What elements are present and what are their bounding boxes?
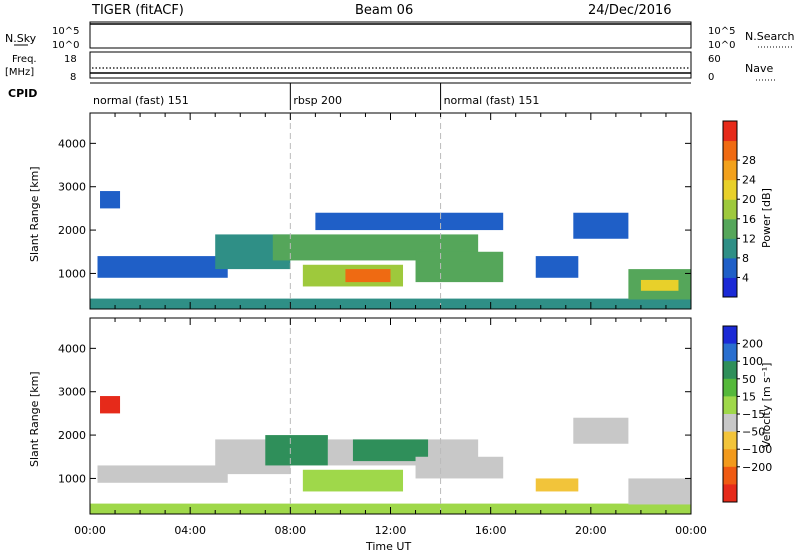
scatter-region xyxy=(415,456,504,479)
power-ylabel: Slant Range [km] xyxy=(28,166,41,262)
colorbar-swatch xyxy=(723,257,737,278)
colorbar-swatch xyxy=(723,466,737,485)
freq-unit: [MHz] xyxy=(5,67,34,78)
scatter-region xyxy=(302,469,404,492)
velocity-ylabel: Slant Range [km] xyxy=(28,371,41,467)
nsearch-tick-top: 10^5 xyxy=(708,26,735,37)
colorbar-tick-label: 8 xyxy=(742,252,749,265)
scatter-region xyxy=(265,435,328,466)
cpid-segment-label: rbsp 200 xyxy=(293,94,342,107)
power-heatmap xyxy=(90,191,691,309)
scatter-region xyxy=(535,256,579,278)
colorbar-tick-label: 100 xyxy=(742,355,763,368)
nsky-panel xyxy=(89,21,692,49)
y-tick-label: 1000 xyxy=(58,267,86,280)
colorbar-tick-label: −200 xyxy=(742,461,772,474)
scatter-region xyxy=(628,478,691,505)
colorbar-swatch xyxy=(723,277,737,298)
colorbar-swatch xyxy=(723,121,737,142)
scatter-region xyxy=(415,251,504,283)
x-tick-label: 16:00 xyxy=(475,524,507,537)
y-tick-label: 1000 xyxy=(58,472,86,485)
colorbar-tick-label: 15 xyxy=(742,390,756,403)
colorbar-swatch xyxy=(723,396,737,415)
scatter-region xyxy=(573,417,629,444)
scatter-region xyxy=(573,212,629,239)
velocity-heatmap xyxy=(90,396,691,514)
x-tick-label: 12:00 xyxy=(375,524,407,537)
velocity-colorbar-label: Velocity [m s⁻¹] xyxy=(760,363,773,448)
colorbar-swatch xyxy=(723,431,737,450)
time-axis-label: Time UT xyxy=(365,540,411,553)
colorbar-tick-label: −100 xyxy=(742,443,772,456)
date-title: 24/Dec/2016 xyxy=(588,3,672,18)
colorbar-tick-label: 28 xyxy=(742,154,756,167)
colorbar-swatch xyxy=(723,199,737,220)
colorbar-swatch xyxy=(723,414,737,433)
scatter-region xyxy=(97,256,228,278)
x-tick-label: 20:00 xyxy=(575,524,607,537)
y-tick-label: 2000 xyxy=(58,429,86,442)
scatter-region xyxy=(535,478,579,492)
freq-label: Freq. xyxy=(12,54,37,65)
cpid-segment-label: normal (fast) 151 xyxy=(93,94,189,107)
cpid-label: CPID xyxy=(8,87,37,100)
colorbar-swatch xyxy=(723,449,737,468)
colorbar-swatch xyxy=(723,361,737,380)
colorbar-tick-label: 200 xyxy=(742,338,763,351)
freq-tick-top: 18 xyxy=(64,54,77,65)
colorbar-swatch xyxy=(723,179,737,200)
scatter-region xyxy=(345,269,391,283)
colorbar-tick-label: 50 xyxy=(742,373,756,386)
x-tick-label: 00:00 xyxy=(74,524,106,537)
colorbar-tick-label: 16 xyxy=(742,213,756,226)
power-colorbar-label: Power [dB] xyxy=(760,188,773,248)
colorbar-swatch xyxy=(723,160,737,181)
x-tick-label: 04:00 xyxy=(174,524,206,537)
y-tick-label: 2000 xyxy=(58,224,86,237)
colorbar-swatch xyxy=(723,484,737,503)
colorbar-tick-label: 20 xyxy=(742,193,756,206)
colorbar-swatch xyxy=(723,326,737,345)
scatter-region xyxy=(640,279,679,291)
y-tick-label: 3000 xyxy=(58,386,86,399)
beam-title: Beam 06 xyxy=(355,3,413,18)
nsky-tick-top: 10^5 xyxy=(52,26,79,37)
colorbar-swatch xyxy=(723,378,737,397)
x-tick-label: 08:00 xyxy=(274,524,306,537)
colorbar-swatch xyxy=(723,140,737,161)
x-tick-label: 00:00 xyxy=(675,524,707,537)
scatter-region xyxy=(100,396,121,414)
y-tick-label: 4000 xyxy=(58,342,86,355)
colorbar-tick-label: −50 xyxy=(742,426,765,439)
scatter-region xyxy=(352,439,429,462)
cpid-segment-label: normal (fast) 151 xyxy=(444,94,540,107)
nsky-label: N.Sky xyxy=(5,32,37,45)
colorbar-tick-label: 24 xyxy=(742,174,756,187)
colorbar-swatch xyxy=(723,218,737,239)
scatter-region xyxy=(100,191,121,209)
colorbar-tick-label: 12 xyxy=(742,232,756,245)
colorbar-frame xyxy=(722,120,738,298)
nave-tick-top: 60 xyxy=(708,54,721,65)
colorbar-swatch xyxy=(723,343,737,362)
scatter-region xyxy=(315,212,504,231)
colorbar-tick-label: 4 xyxy=(742,271,749,284)
nave-tick-bottom: 0 xyxy=(708,72,714,83)
y-tick-label: 3000 xyxy=(58,181,86,194)
nsearch-label: N.Search xyxy=(745,30,795,43)
scatter-region xyxy=(97,465,228,483)
colorbar-swatch xyxy=(723,238,737,259)
nave-label: Nave xyxy=(745,62,773,75)
nsky-tick-bottom: 10^0 xyxy=(52,40,79,51)
radar-title: TIGER (fitACF) xyxy=(91,3,184,18)
y-tick-label: 4000 xyxy=(58,137,86,150)
freq-tick-bottom: 8 xyxy=(70,72,76,83)
nsearch-tick-bottom: 10^0 xyxy=(708,40,735,51)
freq-panel xyxy=(89,51,692,79)
colorbar-tick-label: −15 xyxy=(742,408,765,421)
